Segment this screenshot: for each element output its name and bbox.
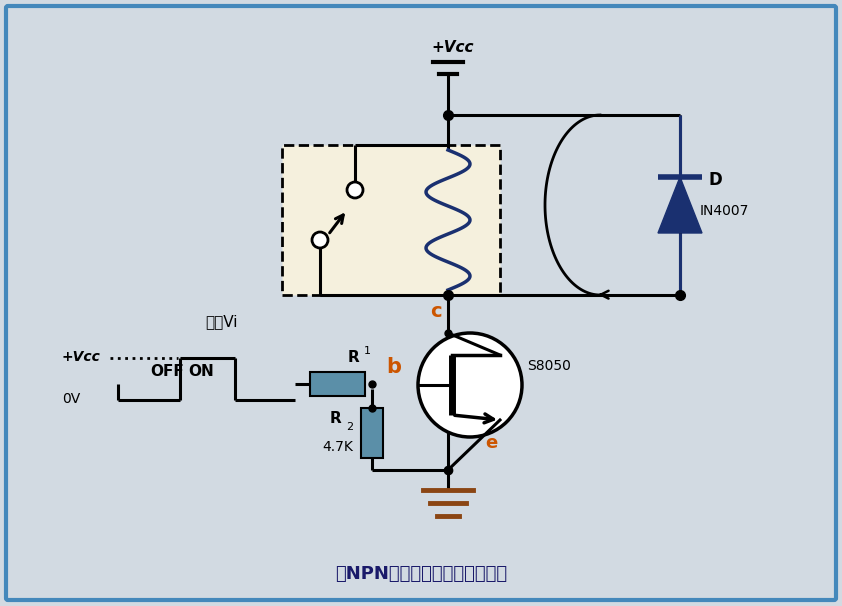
Text: 2: 2	[346, 422, 353, 432]
Text: R: R	[348, 350, 360, 365]
Text: e: e	[485, 434, 498, 452]
Text: 0V: 0V	[62, 392, 80, 406]
Polygon shape	[658, 177, 702, 233]
Text: 1: 1	[364, 346, 371, 356]
Text: 4.7K: 4.7K	[322, 440, 353, 454]
Text: OFF: OFF	[150, 364, 184, 379]
Text: b: b	[386, 357, 401, 377]
Text: c: c	[430, 302, 442, 321]
FancyBboxPatch shape	[6, 6, 836, 600]
Text: +Vcc: +Vcc	[62, 350, 101, 364]
Bar	[361, 408, 383, 458]
Circle shape	[418, 333, 522, 437]
Text: IN4007: IN4007	[700, 204, 749, 218]
Circle shape	[347, 182, 363, 198]
Circle shape	[312, 232, 328, 248]
Text: 输入Vi: 输入Vi	[205, 314, 238, 329]
Text: R: R	[330, 411, 342, 426]
Bar	[310, 372, 365, 396]
Text: +Vcc: +Vcc	[432, 40, 474, 55]
Text: S8050: S8050	[527, 359, 571, 373]
Text: 用NPN三极管驱动继电器电路图: 用NPN三极管驱动继电器电路图	[335, 565, 507, 583]
Text: D: D	[708, 171, 722, 189]
Text: ON: ON	[188, 364, 214, 379]
Bar	[282, 145, 500, 295]
